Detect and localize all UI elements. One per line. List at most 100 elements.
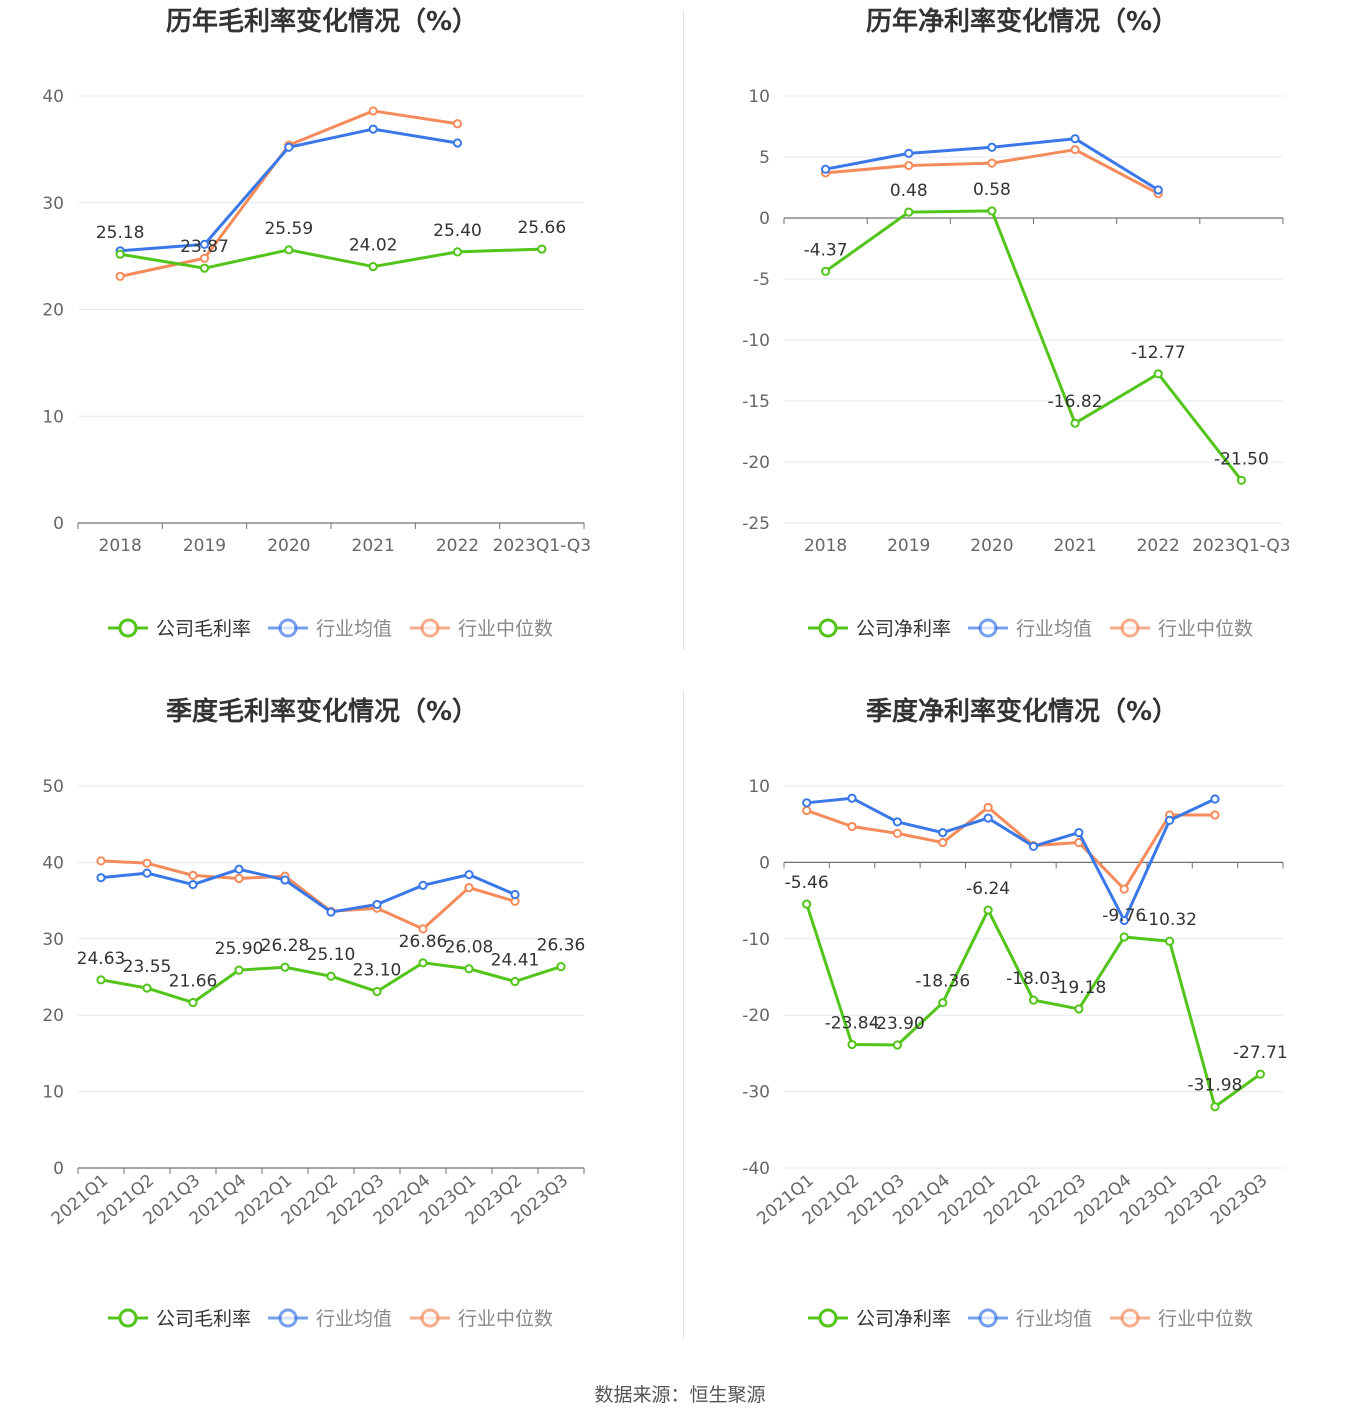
y-tick-label: -20: [742, 1006, 770, 1026]
chart-annual-net-margin: 历年净利率变化情况（%） -25 -20 -15 -10 -5 0 5 10 2018 2019 20…: [700, 0, 1360, 690]
legend-label: 行业均值: [316, 618, 392, 640]
data-label: -16.82: [1048, 392, 1103, 412]
data-point: [1074, 1004, 1084, 1014]
y-tick-label: -20: [742, 453, 770, 473]
series-line-公司净利率: [824, 209, 1243, 482]
data-label: -31.98: [1188, 1076, 1243, 1096]
data-point: [1070, 145, 1080, 155]
data-label: 21.66: [169, 972, 218, 992]
y-tick-label: 30: [42, 194, 64, 214]
x-tick-label: 2021: [352, 536, 395, 556]
x-tick-label: 2020: [267, 536, 310, 556]
data-point: [372, 899, 382, 910]
data-label: -4.37: [804, 240, 848, 260]
y-tick-label: 0: [759, 209, 770, 229]
chart-title: 历年净利率变化情况（%）: [866, 6, 1178, 37]
data-point: [142, 983, 152, 993]
y-tick-label: 0: [53, 514, 64, 534]
data-label: -23.84: [825, 1014, 880, 1034]
legend-label: 行业均值: [1016, 618, 1092, 640]
data-point: [452, 138, 463, 148]
legend-marker: [420, 1308, 440, 1328]
data-label: -27.71: [1233, 1043, 1288, 1063]
legend-marker: [978, 618, 998, 638]
data-point: [142, 868, 152, 878]
legend-marker: [978, 1308, 998, 1328]
data-point: [1236, 475, 1247, 485]
data-point: [1210, 794, 1220, 804]
x-tick-label: 2018: [99, 536, 142, 556]
data-point: [556, 962, 566, 972]
data-point: [368, 261, 378, 272]
legend-marker: [278, 1308, 298, 1328]
legend-label: 行业均值: [316, 1308, 392, 1330]
legend-label: 公司毛利率: [156, 1308, 251, 1330]
legend-label: 行业均值: [1016, 1308, 1092, 1330]
data-point: [368, 106, 378, 116]
x-tick-label: 2018: [804, 536, 847, 556]
data-point: [802, 899, 812, 909]
data-point: [938, 828, 948, 838]
data-point: [1164, 936, 1175, 946]
data-point: [234, 873, 244, 884]
x-tick-label: 2023Q1-Q3: [493, 536, 591, 556]
data-point: [892, 828, 903, 838]
data-label: 25.40: [433, 221, 482, 241]
data-point: [847, 821, 857, 832]
data-point: [418, 880, 428, 890]
data-point: [938, 998, 948, 1008]
data-point: [1153, 185, 1163, 195]
data-point: [537, 244, 547, 254]
chart-title: 季度毛利率变化情况（%）: [166, 696, 478, 727]
legend-marker: [818, 618, 838, 638]
data-point: [234, 965, 244, 975]
source-footer: 数据来源：恒生聚源: [594, 1384, 766, 1406]
data-label: 25.66: [517, 218, 566, 238]
y-tick-label: -25: [742, 514, 770, 534]
data-point: [326, 971, 336, 981]
series-line-行业均值: [100, 867, 516, 914]
chart-title: 季度净利率变化情况（%）: [866, 696, 1178, 727]
data-point: [199, 239, 210, 249]
data-point: [802, 805, 812, 816]
x-tick-label: 2022: [1137, 536, 1180, 556]
data-point: [464, 964, 474, 974]
y-tick-label: 40: [42, 853, 64, 873]
data-point: [464, 870, 474, 880]
data-point: [96, 975, 106, 985]
chart-svg-2: 季度毛利率变化情况（%）010203040502021Q12021Q22021Q…: [42, 696, 585, 1330]
data-point: [372, 986, 382, 997]
data-label: -9.76: [1102, 906, 1146, 926]
data-point: [96, 856, 106, 866]
data-label: 24.02: [349, 236, 398, 256]
legend-label: 公司净利率: [856, 1308, 951, 1330]
legend-marker: [118, 618, 138, 638]
y-tick-label: 20: [42, 301, 64, 321]
data-label: -5.46: [785, 873, 829, 893]
chart-quarterly-net-margin: 季度净利率变化情况（%） -40 -30 -20 -10 0 10 2021Q1 2021Q2 2…: [700, 690, 1360, 1380]
data-point: [418, 958, 428, 968]
y-tick-label: 20: [42, 1006, 64, 1026]
data-point: [1028, 995, 1039, 1005]
data-point: [847, 793, 857, 803]
data-label: 25.59: [264, 219, 313, 239]
x-tick-label: 2020: [970, 536, 1013, 556]
data-point: [142, 858, 152, 868]
data-point: [1028, 841, 1039, 851]
x-tick-label: 2021: [1053, 536, 1096, 556]
data-point: [188, 870, 198, 880]
data-point: [987, 142, 997, 152]
data-point: [464, 883, 474, 893]
data-label: 25.10: [307, 945, 356, 965]
x-tick-label: 2019: [887, 536, 930, 556]
chart-svg-1: 历年净利率变化情况（%） -25 -20 -15 -10 -5 0 5 10 2018 2019 20…: [742, 6, 1290, 640]
legend-label: 公司净利率: [856, 618, 951, 640]
legend-label: 公司毛利率: [156, 618, 251, 640]
data-label: -12.77: [1131, 343, 1186, 363]
legend-marker: [420, 618, 440, 638]
legend-label: 行业中位数: [458, 618, 553, 640]
data-point: [452, 247, 463, 257]
chart-annual-gross-margin: 历年毛利率变化情况（%） 0 10 20 30 40 2018 2019 2020 2021 202…: [0, 0, 680, 690]
data-point: [983, 905, 993, 915]
data-label: -21.50: [1214, 449, 1269, 469]
